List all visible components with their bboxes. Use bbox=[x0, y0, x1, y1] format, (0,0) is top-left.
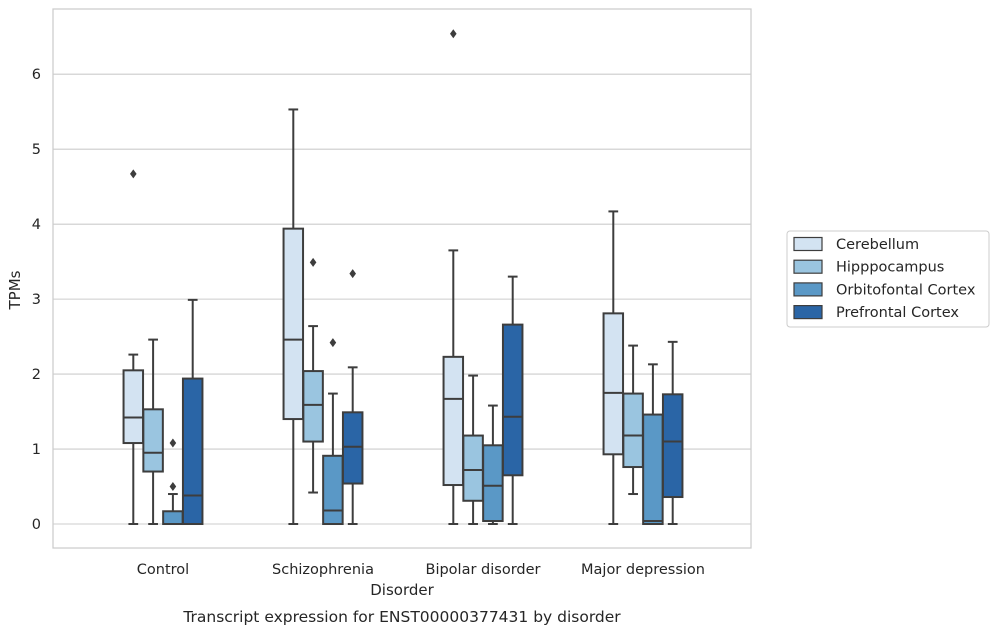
legend-swatch bbox=[793, 282, 823, 297]
x-tick-label: Schizophrenia bbox=[272, 562, 374, 578]
box bbox=[661, 393, 684, 499]
box-group bbox=[442, 29, 465, 526]
outlier-point bbox=[309, 257, 317, 267]
legend-label: Hipppocampus bbox=[836, 260, 944, 276]
y-tick-label: 1 bbox=[32, 442, 41, 458]
y-axis-label: TPMs bbox=[6, 270, 24, 310]
grid-layer bbox=[53, 73, 751, 525]
x-tick-labels: Control Schizophrenia Bipolar disorder Majo… bbox=[137, 562, 705, 578]
marks-layer bbox=[122, 29, 684, 526]
chart-caption: Transcript expression for ENST0000037743… bbox=[182, 608, 621, 626]
box-group bbox=[122, 169, 145, 526]
legend-swatch bbox=[793, 259, 823, 274]
outlier-point bbox=[130, 169, 137, 179]
box-group bbox=[341, 269, 364, 526]
box-group bbox=[501, 275, 524, 526]
box bbox=[501, 323, 524, 477]
y-tick-label: 4 bbox=[32, 217, 41, 233]
box bbox=[462, 434, 484, 502]
y-tick-label: 2 bbox=[32, 367, 41, 383]
legend: Cerebellum Hipppocampus Orbitofontal Corte… bbox=[786, 230, 990, 328]
box-group bbox=[482, 404, 504, 526]
box-group bbox=[622, 344, 644, 496]
box-group bbox=[462, 374, 484, 526]
outlier-point bbox=[169, 438, 177, 448]
box bbox=[602, 312, 625, 456]
legend-label: Prefrontal Cortex bbox=[836, 305, 959, 321]
outlier-point bbox=[329, 338, 337, 348]
box bbox=[282, 227, 305, 421]
outlier-point bbox=[169, 482, 177, 492]
box bbox=[482, 444, 504, 523]
box-group bbox=[322, 338, 344, 526]
x-tick-label: Major depression bbox=[581, 562, 705, 578]
x-tick-label: Control bbox=[137, 562, 189, 578]
legend-items: Cerebellum Hipppocampus Orbitofontal Corte… bbox=[793, 236, 976, 321]
box-group bbox=[642, 363, 664, 526]
box bbox=[341, 411, 364, 485]
box-group bbox=[162, 438, 184, 526]
box bbox=[642, 413, 664, 526]
box bbox=[142, 408, 164, 473]
legend-frame bbox=[786, 230, 990, 328]
box bbox=[622, 392, 644, 469]
y-tick-labels: 0 1 2 3 4 5 6 bbox=[32, 67, 41, 533]
y-tick-label: 0 bbox=[32, 517, 41, 533]
box-group bbox=[142, 338, 164, 526]
box bbox=[302, 370, 324, 443]
box bbox=[122, 369, 145, 445]
outlier-point bbox=[450, 29, 457, 39]
box-group bbox=[282, 108, 305, 526]
y-tick-label: 6 bbox=[32, 67, 41, 83]
box-group bbox=[661, 340, 684, 526]
box-group bbox=[181, 298, 204, 526]
box bbox=[322, 454, 344, 526]
legend-label: Orbitofontal Cortex bbox=[836, 282, 976, 298]
box bbox=[181, 377, 204, 526]
legend-swatch bbox=[793, 236, 823, 252]
x-axis-label: Disorder bbox=[370, 581, 434, 599]
y-tick-label: 5 bbox=[32, 142, 41, 158]
box-group bbox=[302, 257, 324, 494]
x-tick-label: Bipolar disorder bbox=[426, 562, 541, 578]
outlier-point bbox=[349, 269, 356, 279]
box bbox=[162, 510, 184, 526]
y-tick-label: 3 bbox=[32, 292, 41, 308]
box bbox=[442, 355, 465, 487]
legend-label: Cerebellum bbox=[836, 237, 919, 253]
plot-frame bbox=[52, 8, 752, 549]
legend-swatch bbox=[793, 305, 823, 320]
box-group bbox=[602, 210, 625, 526]
